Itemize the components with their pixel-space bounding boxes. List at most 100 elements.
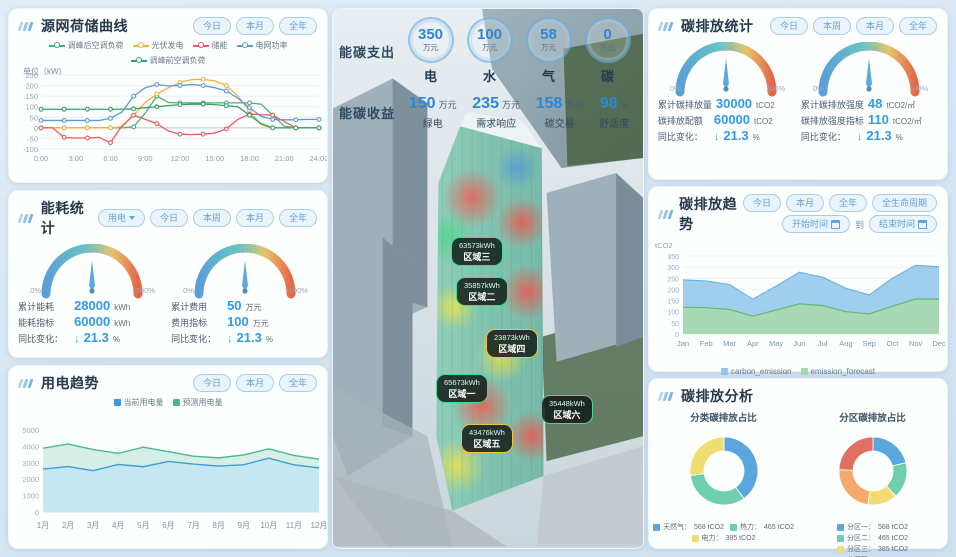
legend-item[interactable]: 调峰后空调负荷 [48, 40, 124, 51]
legend-item[interactable]: 分区二： 465 tCO2 [837, 533, 908, 543]
btn-month[interactable]: 本月 [235, 17, 274, 35]
zone-tag[interactable]: 63573kWh 区域三 [451, 237, 503, 266]
metric-row: 碳排放配额 60000 tCO2 [658, 112, 795, 127]
btn-lifecycle[interactable]: 全生命周期 [871, 194, 937, 212]
svg-text:9月: 9月 [238, 521, 250, 530]
legend-item[interactable]: 调峰前空调负荷 [130, 55, 206, 66]
revenue-item: 235 万元 需求响应 [472, 95, 520, 130]
legend-item[interactable]: 电力： 385 tCO2 [691, 533, 755, 543]
donut-slice[interactable] [872, 436, 906, 467]
start-date-input[interactable]: 开始时间 [781, 215, 850, 233]
btn-month[interactable]: 本月 [855, 17, 894, 35]
svg-text:11月: 11月 [286, 521, 302, 530]
btn-week[interactable]: 本周 [192, 209, 231, 227]
legend-item[interactable]: 光伏发电 [132, 40, 184, 51]
svg-text:7月: 7月 [187, 521, 199, 530]
btn-today[interactable]: 今日 [192, 374, 231, 392]
energy-carbon-summary: 能碳支出 350 万元电 100 万元水 58 万元气 0 万元碳 能碳收益 150 万元 绿电… [333, 9, 643, 137]
donut-slice[interactable] [723, 436, 758, 500]
legend-label: carbon_emission [731, 367, 792, 376]
legend-item[interactable]: 当前用电量 [113, 397, 164, 408]
svg-text:1月: 1月 [37, 521, 49, 530]
donut-title: 分区碳排放占比 [839, 413, 906, 424]
zone-tag[interactable]: 35448kWh 区域六 [541, 395, 593, 424]
legend-item[interactable]: carbon_emission [721, 367, 792, 376]
legend-label: 分区三： [847, 546, 876, 553]
donut-card: 分区碳排放占比 分区一： 568 tCO2 分区二： 465 tCO2 分区三： 385 t… [801, 410, 944, 557]
legend-item[interactable]: emission_forecast [800, 367, 875, 376]
zone-tag[interactable]: 43476kWh 区域五 [461, 424, 513, 453]
metric-ring: 58 万元 [525, 17, 572, 63]
metric-value: 21.3 [866, 128, 892, 143]
expense-item: 0 万元碳 [584, 17, 631, 85]
legend-item[interactable]: 分区三： 385 tCO2 [837, 544, 908, 554]
zone-name: 区域五 [473, 439, 501, 449]
btn-today[interactable]: 今日 [149, 209, 188, 227]
legend-item[interactable]: 分区一： 568 tCO2 [837, 522, 908, 532]
metric-row: 累计碳排放强度 48 tCO2/㎡ [801, 96, 938, 111]
legend-item[interactable]: 预测用电量 [172, 397, 223, 408]
donut-slice[interactable] [689, 436, 724, 477]
svg-text:4000: 4000 [22, 442, 39, 451]
btn-today[interactable]: 今日 [192, 17, 231, 35]
legend-item[interactable]: 热力： 465 tCO2 [730, 522, 794, 532]
metric-label: 同比变化： [18, 334, 64, 344]
btn-year[interactable]: 全年 [898, 17, 937, 35]
svg-text:50: 50 [30, 113, 38, 122]
metric-label: 碳排放配额 [657, 116, 703, 126]
metric-unit: % [112, 335, 120, 344]
gauge-metrics: 累计费用 50 万元 费用指标 100 万元 同比变化： ↓ 21.3% [171, 296, 318, 345]
svg-text:Jun: Jun [793, 339, 805, 348]
metric-unit: kWh [114, 319, 131, 328]
metric-label: 累计碳排放量 [657, 100, 712, 110]
svg-text:150: 150 [667, 299, 679, 306]
carbon-trend-chart: tCO2 0 50 100 150 200 250 300 350 Jan Feb Mar Apr May… [655, 241, 946, 348]
zone-tag[interactable]: 65673kWh 区域一 [436, 374, 488, 403]
gauge-tick-label: 100% [908, 84, 929, 93]
svg-text:24:00: 24:00 [310, 154, 327, 163]
zone-tag[interactable]: 23873kWh 区域四 [486, 329, 538, 358]
y-axis-unit: 单位（kW） [23, 67, 67, 76]
metric-row: 累计费用 50 万元 [171, 298, 318, 313]
end-date-input[interactable]: 结束时间 [868, 215, 937, 233]
energy-type-select[interactable]: 用电 [97, 209, 145, 227]
legend-item[interactable]: 储能 [192, 40, 228, 51]
btn-year[interactable]: 全年 [828, 194, 867, 212]
zone-tag[interactable]: 35857kWh 区域二 [456, 277, 508, 306]
gauge-tick-label: 100% [135, 286, 155, 295]
svg-text:200: 200 [25, 82, 38, 91]
metric-value: 100 [227, 314, 249, 329]
btn-week[interactable]: 本周 [812, 17, 851, 35]
gauge-tick-label: 50% [236, 246, 253, 255]
btn-month[interactable]: 本月 [235, 209, 274, 227]
calendar-icon [918, 219, 927, 229]
metric-value: 110 [867, 112, 889, 127]
donut-slice[interactable] [838, 436, 873, 471]
metric-value: 21.3 [83, 330, 109, 345]
btn-year[interactable]: 全年 [278, 209, 317, 227]
donut-slice[interactable] [689, 473, 744, 506]
metric-label: 碳排放强度指标 [800, 116, 864, 126]
legend-swatch-icon [721, 368, 729, 375]
donut-card: 分类碳排放占比 天然气： 568 tCO2 热力： 465 tCO2 电力： 385 tCO… [652, 410, 795, 557]
donut-slice[interactable] [838, 469, 870, 506]
metric-value: 350 [417, 25, 444, 43]
donut-legend: 天然气： 568 tCO2 热力： 465 tCO2 电力： 385 tCO2 [652, 522, 795, 543]
btn-month[interactable]: 本月 [785, 194, 824, 212]
panel-marker-icon [657, 21, 675, 32]
metric-ring: 100 万元 [466, 17, 513, 63]
gauge-tick-label: 0% [30, 286, 41, 295]
legend-item[interactable]: 电网功率 [236, 40, 288, 51]
btn-year[interactable]: 全年 [278, 374, 317, 392]
svg-text:100: 100 [667, 310, 679, 317]
zone-value: 65673kWh [444, 378, 480, 387]
svg-text:Mar: Mar [723, 339, 736, 348]
zone-name: 区域四 [498, 344, 526, 354]
btn-month[interactable]: 本月 [235, 374, 274, 392]
legend-item[interactable]: 天然气： 568 tCO2 [653, 522, 724, 532]
legend-marker-icon [192, 42, 209, 49]
btn-year[interactable]: 全年 [278, 17, 317, 35]
zone-name: 区域三 [463, 252, 491, 262]
btn-today[interactable]: 今日 [742, 194, 781, 212]
btn-today[interactable]: 今日 [769, 17, 808, 35]
